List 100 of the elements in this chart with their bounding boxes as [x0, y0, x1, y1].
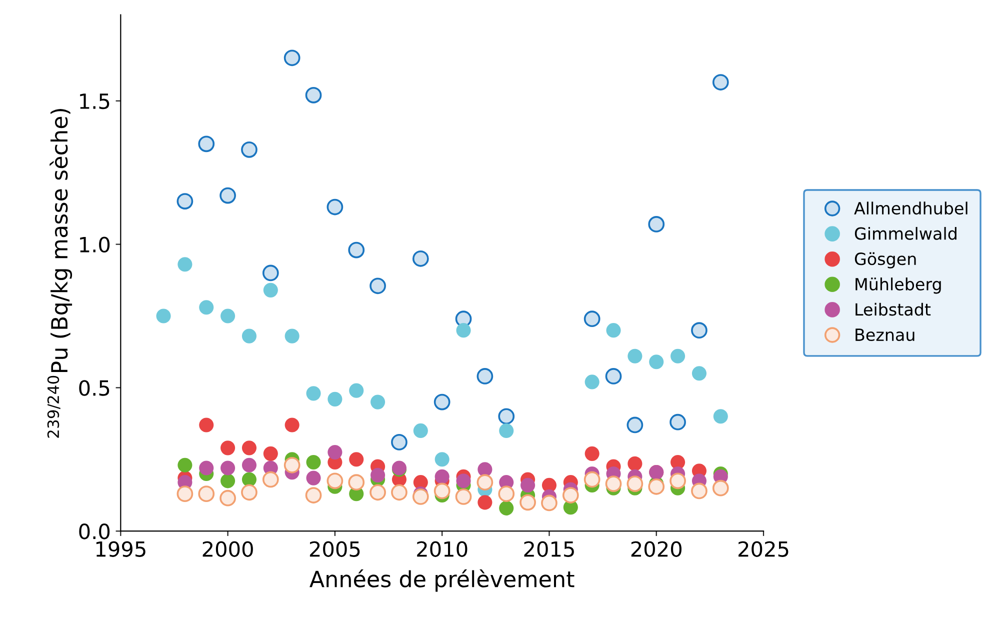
point	[178, 458, 192, 472]
legend-label: Leibstadt	[856, 302, 931, 316]
point	[476, 474, 494, 491]
point	[562, 487, 579, 504]
point	[584, 310, 600, 328]
point	[326, 472, 344, 490]
point	[263, 446, 278, 461]
point	[434, 482, 450, 500]
point	[584, 471, 600, 488]
point	[305, 86, 322, 104]
point	[434, 469, 450, 484]
y-tick-label: 1.0	[80, 236, 110, 253]
point	[412, 250, 429, 267]
legend-label: Beznau	[856, 328, 914, 342]
point	[176, 193, 194, 210]
point	[198, 486, 215, 502]
y-tick-label: 0.5	[79, 380, 110, 396]
point	[284, 50, 300, 66]
point	[626, 476, 644, 492]
point	[306, 454, 321, 470]
y-tick-label: 0.0	[79, 524, 110, 540]
point	[328, 392, 342, 406]
x-tick-label: 2020	[631, 541, 682, 557]
point	[692, 366, 707, 381]
point	[370, 278, 386, 294]
point	[456, 474, 471, 488]
point	[391, 434, 408, 450]
point	[176, 486, 194, 502]
x-axis-title: Années de prélèvement	[310, 569, 574, 592]
y-tick-label: 1.5	[80, 94, 110, 110]
point	[349, 383, 364, 398]
point	[220, 474, 236, 488]
point	[520, 478, 536, 492]
point	[712, 74, 729, 90]
legend-label: Allmendhubel	[854, 202, 968, 215]
x-tick-label: 2025	[738, 541, 788, 557]
point	[284, 456, 300, 474]
point	[348, 474, 365, 491]
point	[670, 348, 686, 364]
legend-label: Mühleberg	[856, 278, 941, 294]
point	[391, 484, 408, 501]
point	[262, 471, 279, 488]
point	[670, 414, 686, 430]
point	[626, 416, 644, 434]
point	[584, 374, 600, 390]
point	[520, 494, 536, 511]
legend-label: Gösgen	[854, 252, 916, 268]
point	[306, 386, 321, 401]
point	[712, 480, 729, 496]
point	[220, 308, 236, 324]
point	[220, 460, 236, 476]
x-tick-label: 2005	[310, 541, 360, 557]
point	[498, 486, 515, 502]
point	[499, 423, 514, 438]
x-tick-label: 2015	[524, 541, 574, 557]
x-tick-label: 2010	[417, 541, 468, 557]
point	[349, 452, 364, 467]
point	[541, 494, 558, 512]
point	[434, 394, 450, 410]
point	[413, 423, 428, 438]
point	[691, 482, 708, 500]
point	[306, 470, 321, 486]
point	[262, 264, 279, 282]
point	[263, 282, 278, 298]
point	[198, 136, 215, 152]
point	[284, 418, 300, 432]
point	[628, 348, 642, 364]
point	[305, 487, 322, 504]
point	[199, 460, 214, 476]
point	[199, 300, 214, 315]
point	[156, 308, 171, 324]
point	[478, 495, 492, 510]
point	[499, 500, 514, 516]
point	[691, 322, 708, 339]
point	[328, 444, 342, 460]
point	[476, 368, 494, 384]
point	[606, 323, 621, 338]
point	[242, 328, 257, 344]
point	[605, 368, 622, 384]
point	[670, 472, 686, 490]
point	[434, 452, 450, 467]
point	[605, 476, 622, 492]
point	[648, 478, 665, 495]
point	[455, 488, 472, 505]
point	[649, 354, 664, 370]
point	[241, 484, 258, 501]
point	[242, 458, 257, 472]
point	[220, 187, 236, 204]
point	[370, 484, 386, 501]
x-tick-label: 1995	[96, 541, 146, 557]
point	[628, 456, 642, 471]
point	[412, 488, 429, 505]
point	[370, 468, 386, 482]
legend-label: Gimmelwald	[854, 226, 956, 240]
point	[584, 446, 600, 461]
point	[220, 490, 236, 506]
point	[348, 242, 365, 258]
point	[284, 328, 300, 344]
point	[242, 440, 257, 456]
point	[498, 408, 515, 425]
